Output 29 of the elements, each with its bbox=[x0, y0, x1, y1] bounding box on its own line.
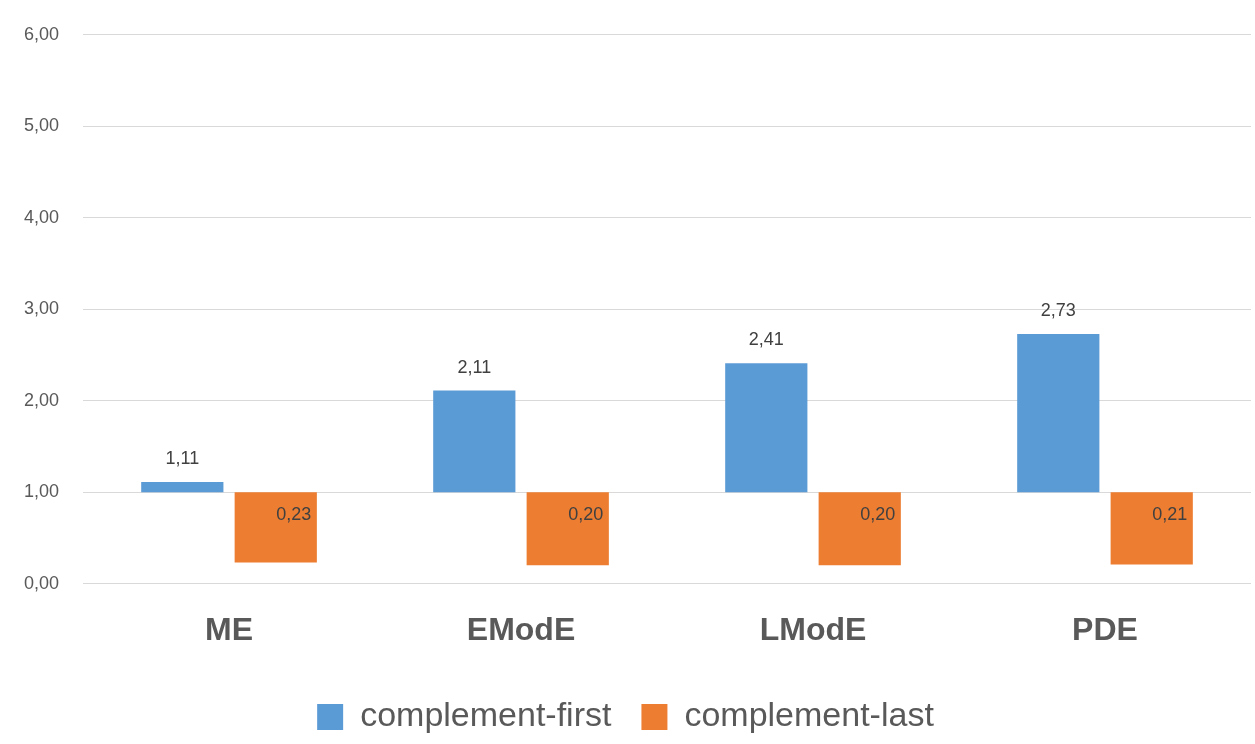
bar bbox=[526, 492, 609, 566]
data-label: 2,11 bbox=[457, 356, 492, 377]
data-label: 2,41 bbox=[748, 329, 784, 350]
data-label: 0,23 bbox=[276, 504, 312, 525]
data-label: 2,73 bbox=[1040, 299, 1076, 320]
legend-label: complement-first bbox=[360, 695, 612, 734]
bar bbox=[1110, 492, 1193, 565]
x-tick-label: PDE bbox=[1072, 610, 1138, 647]
y-tick-label: 1,00 bbox=[23, 481, 60, 502]
y-tick-label: 5,00 bbox=[23, 115, 60, 136]
y-tick-label: 3,00 bbox=[23, 298, 60, 319]
data-label: 0,20 bbox=[860, 504, 896, 525]
y-tick-label: 4,00 bbox=[23, 206, 60, 227]
bar bbox=[141, 482, 224, 493]
data-label: 0,21 bbox=[1152, 504, 1188, 525]
bar bbox=[1017, 333, 1100, 493]
bar bbox=[818, 492, 901, 566]
bar bbox=[725, 363, 808, 493]
legend-label: complement-last bbox=[684, 695, 935, 734]
x-tick-label: ME bbox=[205, 610, 254, 647]
data-label: 1,11 bbox=[165, 448, 200, 469]
data-label: 0,20 bbox=[568, 504, 604, 525]
y-tick-label: 2,00 bbox=[23, 389, 60, 410]
bar bbox=[234, 492, 317, 563]
y-tick-label: 0,00 bbox=[23, 572, 60, 593]
y-tick-label: 6,00 bbox=[23, 23, 60, 44]
x-tick-label: LModE bbox=[759, 610, 867, 647]
x-tick-label: EModE bbox=[466, 610, 576, 647]
bar bbox=[433, 390, 516, 493]
